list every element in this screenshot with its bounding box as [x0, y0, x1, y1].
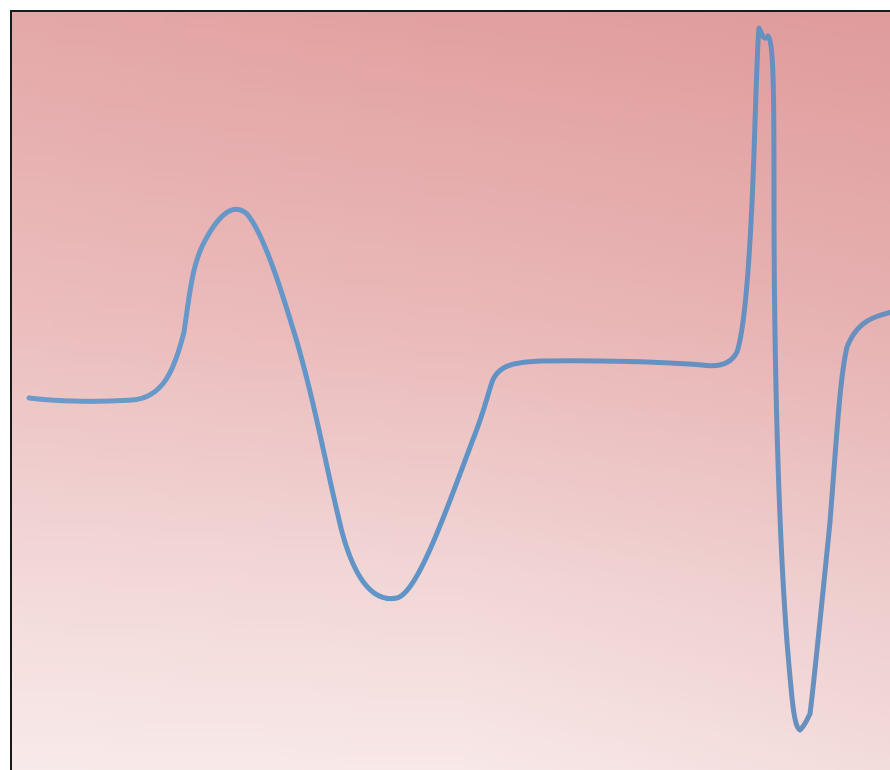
waveform-trace: [26, 25, 890, 733]
slide-panel: [10, 10, 890, 770]
waveform-diagram: [26, 25, 890, 733]
